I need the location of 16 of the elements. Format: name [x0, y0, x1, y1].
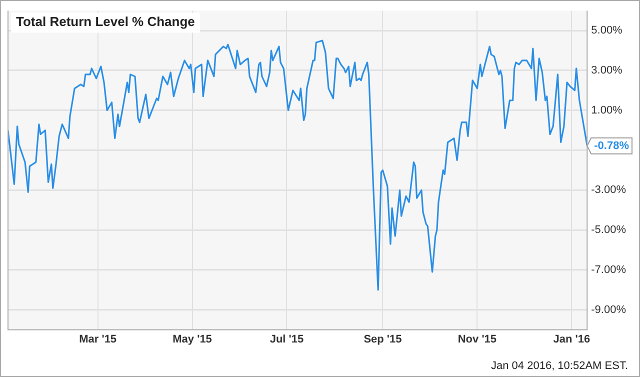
y-tick-label: 1.00% [591, 104, 623, 116]
x-tick-label: Mar '15 [79, 333, 117, 346]
y-tick-label: 5.00% [591, 24, 623, 37]
chart-title: Total Return Level % Change [16, 14, 195, 30]
y-tick-label: 3.00% [591, 64, 623, 76]
x-tick-label: May '15 [172, 333, 212, 346]
x-tick-label: Jul '15 [270, 333, 304, 346]
y-tick-label: -9.00% [591, 304, 626, 316]
y-tick-label: -7.00% [591, 264, 626, 276]
x-tick-label: Sep '15 [364, 333, 402, 346]
text: Jan 04 2016, 10:52AM EST. [491, 360, 628, 372]
x-tick-label: Nov '15 [458, 333, 497, 346]
data-label: -0.78% [594, 140, 630, 152]
y-tick-label: -5.00% [591, 224, 626, 236]
x-tick-label: Jan '16 [553, 333, 590, 346]
y-tick-label: -3.00% [591, 184, 626, 196]
